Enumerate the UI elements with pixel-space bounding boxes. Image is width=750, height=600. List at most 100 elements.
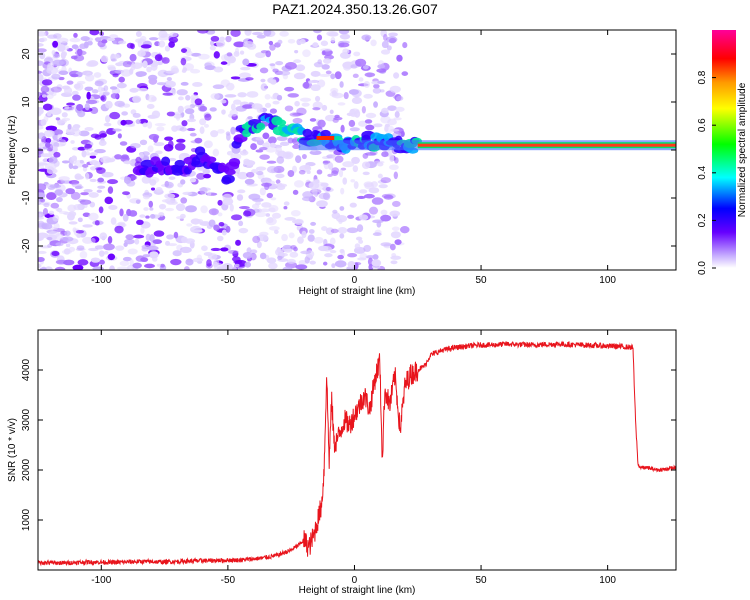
spectrogram-cell (250, 143, 257, 151)
spectrogram-cell (95, 167, 103, 171)
spectrogram-cell (136, 219, 144, 225)
spectrogram-cell (275, 146, 282, 153)
spectrogram-cell (396, 54, 403, 62)
spectrogram-cell (167, 243, 178, 247)
spectrogram-cell (243, 40, 255, 47)
spectrogram-cell (142, 254, 151, 258)
spectrogram-cell (168, 41, 175, 48)
snr-frame (37, 329, 677, 571)
spectrogram-cell (338, 169, 344, 178)
spectrogram-cell (380, 214, 392, 222)
spectrogram-cell (346, 112, 353, 117)
spectrogram-cell (308, 181, 320, 190)
spectrogram-cell (169, 32, 178, 38)
spectrogram-y-tick-label: 0 (21, 147, 32, 153)
spectrogram-cell (247, 116, 253, 120)
spectrogram-cell (100, 96, 105, 101)
spectrogram-cell (60, 119, 67, 124)
spectrogram-cell (171, 125, 179, 132)
spectrogram-cell (380, 242, 392, 247)
spectrogram-cell (302, 81, 313, 89)
spectrogram-cell (40, 85, 50, 94)
spectrogram-cell (68, 221, 78, 225)
spectrogram-cell (38, 162, 48, 166)
spectrogram-cell (271, 212, 282, 219)
spectrogram-cell (77, 217, 83, 223)
spectrogram-cell (82, 164, 89, 168)
spectrogram-cell (147, 145, 154, 153)
spectrogram-cell (297, 236, 304, 244)
spectrogram-cell (122, 191, 130, 196)
spectrogram-cell (229, 109, 238, 117)
spectrogram-cell (265, 50, 272, 58)
spectrogram-cell (316, 34, 323, 41)
spectrogram-cell (76, 80, 86, 85)
spectrogram-cell (292, 117, 303, 124)
spectrogram-cell (294, 49, 299, 54)
spectrogram-cell (119, 260, 130, 267)
spectrogram-cell (165, 207, 175, 212)
spectrogram-cell (135, 199, 141, 204)
spectrogram-cell (266, 192, 274, 199)
spectrogram-cell (302, 191, 314, 199)
spectrogram-cell (38, 257, 45, 263)
spectrogram-cell (276, 94, 283, 101)
spectrogram-cell (72, 227, 77, 233)
spectrogram-cell (225, 225, 231, 233)
spectrogram-cell (108, 204, 118, 210)
spectrogram-cell (220, 247, 229, 252)
spectrogram-cell (348, 119, 356, 127)
spectrogram-cell (79, 250, 88, 259)
spectrogram-cell (147, 94, 157, 103)
spectrogram-cell (309, 118, 317, 122)
spectrogram-cell (199, 221, 211, 226)
spectrogram-cell (364, 72, 376, 78)
spectrogram-cell (339, 233, 345, 239)
spectrogram-cell (116, 266, 129, 270)
spectrogram-cell (262, 132, 270, 140)
spectrogram-cell (149, 214, 156, 219)
spectrogram-cell (126, 42, 134, 49)
spectrogram-cell (212, 84, 225, 90)
spectrogram-cell (377, 80, 385, 84)
spectrogram-cell (284, 105, 294, 112)
spectrogram-cell (358, 120, 368, 127)
spectrogram-cell (230, 103, 236, 111)
spectrogram-cell (255, 211, 267, 218)
spectrogram-cell (121, 111, 128, 116)
spectrogram-cell (359, 189, 368, 194)
spectrogram-cell (90, 257, 101, 263)
spectrogram-cell (38, 107, 44, 115)
spectrogram-cell (313, 61, 323, 68)
spectrogram-cell (273, 229, 279, 235)
spectrogram-cell (285, 61, 297, 70)
spectrogram-cell (70, 73, 79, 78)
spectrogram-cell (109, 111, 121, 120)
spectrogram-cell (259, 147, 268, 151)
spectrogram-cell (317, 119, 326, 128)
spectrogram-cell (209, 40, 215, 46)
spectrogram-cell (103, 85, 109, 92)
spectrogram-cell (316, 200, 328, 208)
spectrogram-cell (38, 147, 44, 155)
spectrogram-cell (135, 71, 147, 77)
spectrogram-cell (122, 256, 132, 262)
spectrogram-cell (56, 133, 63, 141)
spectrogram-cell (64, 105, 70, 110)
spectrogram-cell (199, 186, 208, 195)
spectrogram-cell (181, 236, 188, 244)
spectrogram-cell (185, 258, 194, 266)
spectrogram-cell (209, 107, 217, 112)
spectrogram-cell (173, 113, 182, 119)
snr-x-tick-label: -100 (91, 575, 111, 586)
spectrogram-cell (38, 70, 43, 74)
snr-y-tick-label: 1000 (21, 508, 32, 531)
spectrogram-cell (134, 238, 140, 245)
spectrogram-cell (38, 132, 46, 140)
spectrogram-cell (372, 87, 382, 94)
spectrogram-cell (149, 234, 155, 242)
spectrogram-cell (351, 96, 363, 105)
snr-plot-area (38, 330, 676, 570)
spectrogram-cell (98, 206, 104, 214)
spectrogram-cell (281, 233, 288, 242)
